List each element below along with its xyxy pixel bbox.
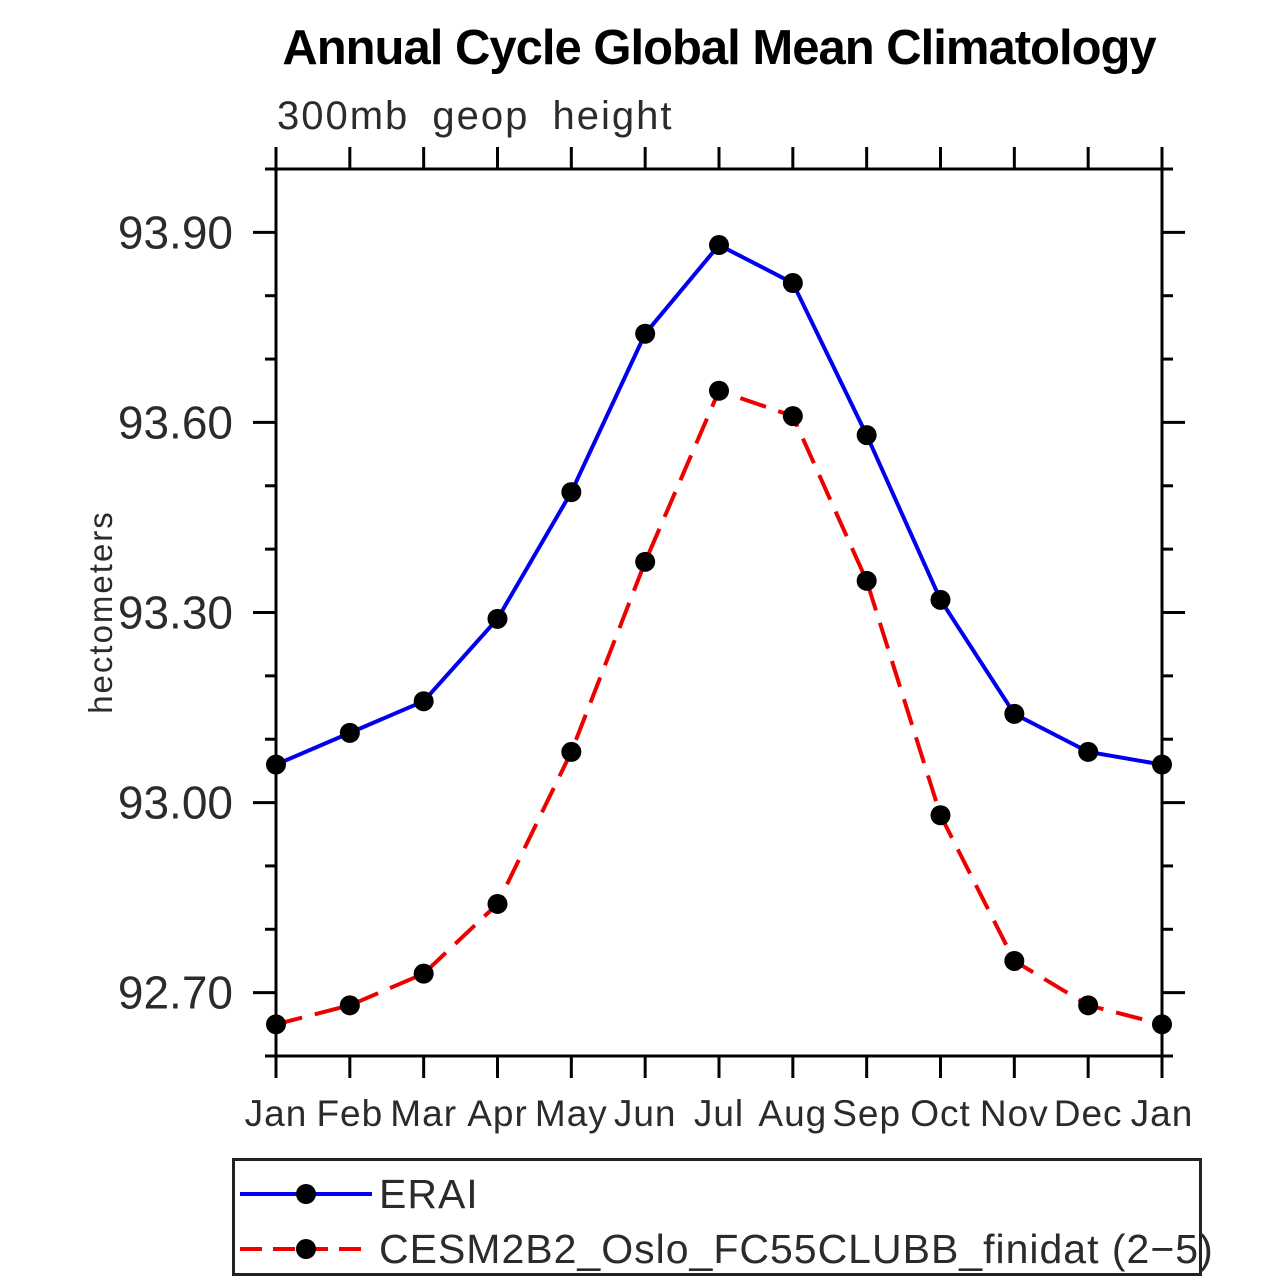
- erai-marker: [856, 425, 877, 446]
- x-tick-label: Oct: [910, 1093, 971, 1134]
- erai-marker: [930, 589, 951, 610]
- x-tick-label: Dec: [1054, 1093, 1123, 1134]
- cesm-marker: [413, 963, 434, 984]
- x-tick-label: Jan: [1131, 1093, 1194, 1134]
- cesm-legend-swatch: [240, 1239, 372, 1259]
- cesm-marker: [1078, 995, 1099, 1016]
- x-tick-label: Jul: [694, 1093, 744, 1134]
- y-tick-label: 93.90: [118, 206, 233, 258]
- cesm-marker: [487, 893, 508, 914]
- cesm-marker: [635, 551, 656, 572]
- cesm-marker: [561, 741, 582, 762]
- cesm-marker: [1152, 1014, 1172, 1035]
- erai-marker: [782, 273, 803, 294]
- erai-marker: [1004, 703, 1025, 724]
- erai-marker: [266, 754, 286, 775]
- x-tick-label: Jan: [245, 1093, 308, 1134]
- erai-marker: [1078, 741, 1099, 762]
- cesm-marker: [782, 406, 803, 427]
- erai-line: [275, 242, 1163, 767]
- cesm-marker: [339, 995, 360, 1016]
- legend-box: ERAI CESM2B2_Oslo_FC55CLUBB_finidat (2−5…: [232, 1158, 1213, 1276]
- chart-title: Annual Cycle Global Mean Climatology: [282, 21, 1156, 75]
- x-tick-label: Apr: [467, 1093, 528, 1134]
- cesm-legend-marker: [296, 1239, 316, 1259]
- erai-marker: [709, 235, 729, 256]
- cesm-marker: [1004, 950, 1025, 971]
- erai-marker: [1152, 754, 1172, 775]
- x-tick-label: Sep: [832, 1093, 901, 1134]
- chart-subtitle: 300mb geop height: [277, 94, 674, 138]
- erai-marker: [635, 323, 656, 344]
- erai-legend-swatch: [240, 1184, 372, 1204]
- legend-item-erai: ERAI: [238, 1171, 479, 1217]
- x-tick-label: May: [535, 1093, 608, 1134]
- x-tick-label: Jun: [614, 1093, 677, 1134]
- y-tick-label: 93.60: [118, 396, 233, 448]
- erai-marker: [413, 691, 434, 712]
- y-tick-label: 93.30: [118, 587, 233, 639]
- legend-label-cesm: CESM2B2_Oslo_FC55CLUBB_finidat (2−5): [379, 1225, 1214, 1272]
- cesm-marker: [856, 570, 877, 591]
- x-tick-label: Nov: [980, 1093, 1049, 1134]
- y-tick-label: 93.00: [118, 777, 233, 829]
- legend-item-cesm: CESM2B2_Oslo_FC55CLUBB_finidat (2−5): [238, 1226, 1214, 1272]
- x-tick-label: Aug: [758, 1093, 827, 1134]
- cesm-marker: [266, 1014, 286, 1035]
- cesm-marker: [930, 805, 951, 826]
- cesm-marker: [709, 380, 729, 401]
- y-tick-label: 92.70: [118, 967, 233, 1019]
- x-tick-label: Mar: [390, 1093, 457, 1134]
- legend-label-erai: ERAI: [379, 1170, 479, 1217]
- erai-marker: [487, 608, 508, 629]
- erai-marker: [339, 722, 360, 743]
- erai-legend-marker: [296, 1184, 316, 1204]
- plot-frame: [274, 167, 1164, 1058]
- x-tick-label: Feb: [316, 1093, 383, 1134]
- erai-marker: [561, 482, 582, 503]
